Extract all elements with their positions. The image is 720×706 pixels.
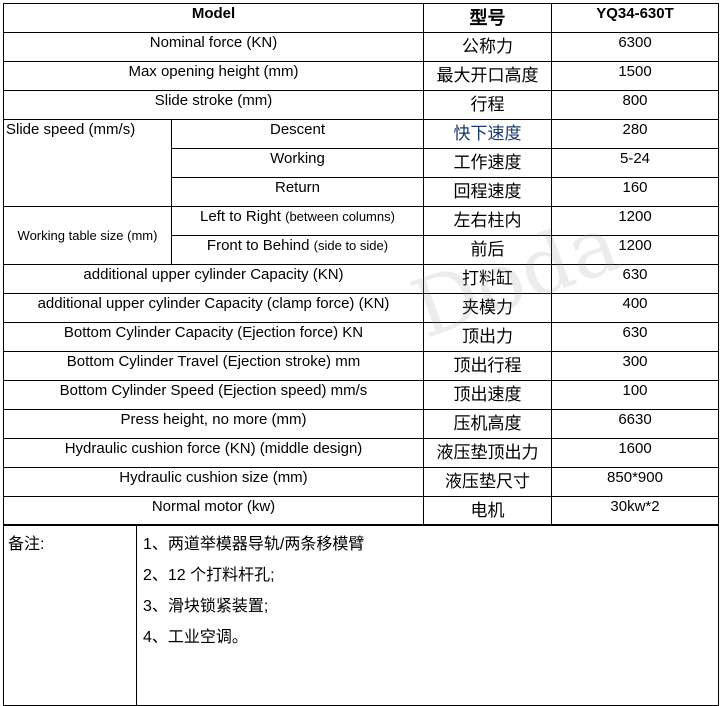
spec-value: 850*900 <box>551 467 719 497</box>
spec-label-cn: 压机高度 <box>423 409 552 439</box>
spec-value: 1600 <box>551 438 719 468</box>
spec-sublabel: Descent <box>171 119 424 149</box>
spec-label-cn: 顶出速度 <box>423 380 552 410</box>
spec-label-cn: 最大开口高度 <box>423 61 552 91</box>
remark-item: 3、滑块锁紧装置; <box>143 598 269 615</box>
spec-label: Bottom Cylinder Capacity (Ejection force… <box>3 322 424 352</box>
spec-label-cn: 液压垫顶出力 <box>423 438 552 468</box>
spec-value: 280 <box>551 119 719 149</box>
header-model-value: YQ34-630T <box>551 3 719 33</box>
sublabel-note: (side to side) <box>313 238 389 253</box>
spec-label-cn: 回程速度 <box>423 177 552 207</box>
spec-label: Slide stroke (mm) <box>3 90 424 120</box>
spec-value: 1200 <box>551 235 719 265</box>
spec-value: 300 <box>551 351 719 381</box>
spec-label: Bottom Cylinder Travel (Ejection stroke)… <box>3 351 424 381</box>
spec-label: Max opening height (mm) <box>3 61 424 91</box>
spec-value: 1500 <box>551 61 719 91</box>
spec-label-cn: 顶出行程 <box>423 351 552 381</box>
remarks-label: 备注: <box>3 524 137 706</box>
remarks-list: 1、两道举模器导轨/两条移模臂 2、12 个打料杆孔; 3、滑块锁紧装置; 4、… <box>136 524 719 706</box>
spec-label: Nominal force (KN) <box>3 32 424 62</box>
table-row: Bottom Cylinder Capacity (Ejection force… <box>3 322 719 352</box>
remark-item: 4、工业空调。 <box>143 629 248 646</box>
spec-label-cn: 左右柱内 <box>423 206 552 236</box>
spec-sublabel: Front to Behind (side to side) <box>171 235 424 265</box>
header-row: Model 型号 YQ34-630T <box>3 3 719 33</box>
table-row: Normal motor (kw) 电机 30kw*2 <box>3 496 719 526</box>
spec-label-cn: 公称力 <box>423 32 552 62</box>
table-row: Max opening height (mm) 最大开口高度 1500 <box>3 61 719 91</box>
spec-sublabel: Left to Right (between columns) <box>171 206 424 236</box>
table-row: Slide speed (mm/s) Descent 快下速度 280 <box>3 119 719 207</box>
spec-label: Press height, no more (mm) <box>3 409 424 439</box>
spec-value: 630 <box>551 264 719 294</box>
table-row: Nominal force (KN) 公称力 6300 <box>3 32 719 62</box>
sublabel-text: Front to Behind <box>206 237 310 254</box>
spec-value: 5-24 <box>551 148 719 178</box>
table-row: Working 工作速度 5-24 <box>4 148 719 178</box>
table-size-label: Working table size (mm) <box>3 206 172 265</box>
spec-label: additional upper cylinder Capacity (clam… <box>3 293 424 323</box>
table-row: Press height, no more (mm) 压机高度 6630 <box>3 409 719 439</box>
spec-value: 30kw*2 <box>551 496 719 526</box>
spec-label-cn: 顶出力 <box>423 322 552 352</box>
header-model: Model <box>3 3 424 33</box>
spec-label: Hydraulic cushion force (KN) (middle des… <box>3 438 424 468</box>
table-row: Bottom Cylinder Travel (Ejection stroke)… <box>3 351 719 381</box>
spec-label: Bottom Cylinder Speed (Ejection speed) m… <box>3 380 424 410</box>
remark-item: 2、12 个打料杆孔; <box>143 567 275 584</box>
spec-value: 800 <box>551 90 719 120</box>
header-model-cn: 型号 <box>423 3 552 33</box>
table-row: Hydraulic cushion size (mm) 液压垫尺寸 850*90… <box>3 467 719 497</box>
spec-label: Normal motor (kw) <box>3 496 424 526</box>
sublabel-note: (between columns) <box>285 209 395 224</box>
spec-value: 630 <box>551 322 719 352</box>
spec-label-cn: 夹模力 <box>423 293 552 323</box>
spec-sublabel: Working <box>171 148 424 178</box>
table-row: Hydraulic cushion force (KN) (middle des… <box>3 438 719 468</box>
table-row: Bottom Cylinder Speed (Ejection speed) m… <box>3 380 719 410</box>
spec-table: Model 型号 YQ34-630T Nominal force (KN) 公称… <box>3 3 719 526</box>
spec-label-cn: 打料缸 <box>423 264 552 294</box>
spec-value: 6300 <box>551 32 719 62</box>
spec-value: 160 <box>551 177 719 207</box>
spec-value: 100 <box>551 380 719 410</box>
remarks-row: 备注: 1、两道举模器导轨/两条移模臂 2、12 个打料杆孔; 3、滑块锁紧装置… <box>3 524 719 706</box>
table-row: Return 回程速度 160 <box>4 177 719 207</box>
spec-value: 6630 <box>551 409 719 439</box>
spec-sublabel: Return <box>171 177 424 207</box>
spec-label-cn: 电机 <box>423 496 552 526</box>
spec-label-cn: 工作速度 <box>423 148 552 178</box>
table-row: additional upper cylinder Capacity (KN) … <box>3 264 719 294</box>
spec-label-cn: 液压垫尺寸 <box>423 467 552 497</box>
spec-label-cn: 快下速度 <box>423 119 552 149</box>
spec-label-cn: 前后 <box>423 235 552 265</box>
spec-label-cn: 行程 <box>423 90 552 120</box>
spec-value: 1200 <box>551 206 719 236</box>
spec-label: additional upper cylinder Capacity (KN) <box>3 264 424 294</box>
spec-value: 400 <box>551 293 719 323</box>
remarks-table: 备注: 1、两道举模器导轨/两条移模臂 2、12 个打料杆孔; 3、滑块锁紧装置… <box>3 524 719 706</box>
slide-speed-label: Slide speed (mm/s) <box>3 119 172 207</box>
table-row: additional upper cylinder Capacity (clam… <box>3 293 719 323</box>
remark-item: 1、两道举模器导轨/两条移模臂 <box>143 536 365 553</box>
table-row: Slide stroke (mm) 行程 800 <box>3 90 719 120</box>
table-row: Working table size (mm) Left to Right (b… <box>3 206 719 265</box>
spec-label: Hydraulic cushion size (mm) <box>3 467 424 497</box>
sublabel-text: Left to Right <box>200 208 281 225</box>
